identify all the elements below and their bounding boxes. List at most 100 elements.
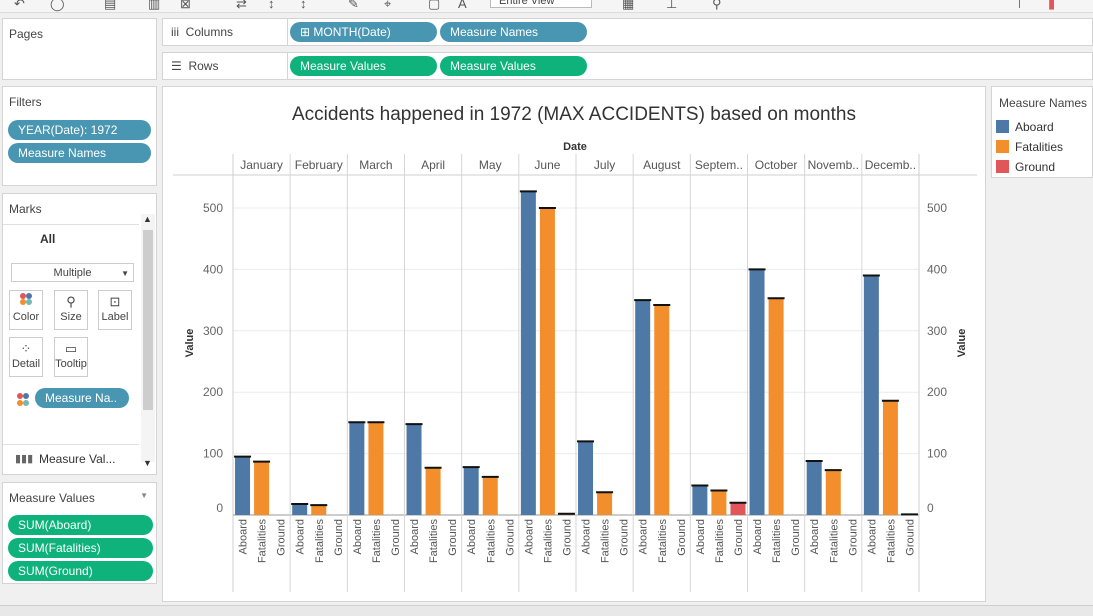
tooltip-icon[interactable]: ⊺ [1016, 0, 1023, 11]
columns-pill-measure-names[interactable]: Measure Names [440, 22, 587, 42]
size-icon: ⚲ [66, 294, 76, 309]
marks-title: Marks [9, 202, 42, 216]
filter-pill-measure-names[interactable]: Measure Names [8, 143, 151, 163]
month-header-label: Septem.. [695, 158, 743, 172]
size-button[interactable]: ⚲ Size [54, 290, 88, 330]
expand-icon: ⊞ [300, 25, 311, 39]
tooltip-icon: ▭ [64, 341, 78, 356]
x-sub-label: Fatalities [542, 519, 554, 564]
bar-chart: Accidents happened in 1972 (MAX ACCIDENT… [173, 104, 977, 592]
bar-aboard [578, 441, 594, 515]
month-header-label: August [643, 158, 681, 172]
x-sub-label: Aboard [409, 519, 421, 554]
y-tick-label-left: 300 [203, 324, 223, 338]
labels-icon[interactable]: ▢ [428, 0, 441, 11]
x-sub-label: Aboard [752, 519, 764, 554]
chevron-down-icon[interactable]: ▼ [140, 491, 148, 500]
month-header-label: March [359, 158, 392, 172]
filter-pill-year[interactable]: YEAR(Date): 1972 [8, 120, 151, 140]
scroll-down-icon[interactable]: ▼ [143, 458, 152, 468]
rows-pill-measure-values-1[interactable]: Measure Values [290, 56, 437, 76]
x-sub-label: Aboard [866, 519, 878, 554]
x-sub-label: Fatalities [828, 519, 840, 564]
pages-card[interactable]: Pages [2, 18, 157, 80]
legend-item-aboard[interactable]: Aboard [996, 120, 1054, 134]
marks-all-label[interactable]: All [40, 232, 56, 246]
x-sub-label: Aboard [581, 519, 593, 554]
x-sub-label: Fatalities [257, 519, 269, 564]
pin-icon[interactable]: ⌖ [384, 0, 392, 11]
x-sub-label: Ground [561, 519, 573, 556]
bar-aboard [863, 275, 879, 515]
share-icon[interactable]: ⚲ [712, 0, 722, 11]
columns-pill-month[interactable]: ⊞ MONTH(Date) [290, 22, 437, 42]
swap-icon[interactable]: ⇄ [236, 0, 247, 11]
y-tick-label-right: 200 [927, 385, 947, 399]
detail-button[interactable]: ⁘ Detail [9, 337, 43, 377]
measure-values-title: Measure Values [9, 491, 95, 505]
y-tick-label-right: 500 [927, 201, 947, 215]
color-measure-names-pill[interactable]: Measure Na.. [35, 388, 129, 408]
month-header-label: February [295, 158, 343, 172]
scroll-thumb[interactable] [143, 230, 153, 410]
marks-scrollbar[interactable]: ▲ [141, 214, 155, 462]
y-tick-label-right: 300 [927, 324, 947, 338]
x-sub-label: Ground [676, 519, 688, 556]
label-button[interactable]: ⊡ Label [98, 290, 132, 330]
measure-values-marks-row[interactable]: Measure Val... [39, 452, 116, 466]
x-sub-label: Aboard [638, 519, 650, 554]
rows-shelf[interactable]: ☰ Rows Measure Values Measure Values [162, 52, 1093, 80]
bar-aboard [806, 460, 822, 515]
legend-item-ground[interactable]: Ground [996, 160, 1055, 174]
color-icon [10, 291, 42, 311]
month-header-label: June [534, 158, 560, 172]
x-sub-label: Fatalities [600, 519, 612, 564]
bar-fatalities [768, 298, 784, 515]
rows-shelf-label: ☰ Rows [171, 59, 219, 73]
x-sub-label: Ground [447, 519, 459, 556]
chart-title: Accidents happened in 1972 (MAX ACCIDENT… [292, 104, 856, 125]
clear-sheet-icon[interactable]: ⊠ [180, 0, 191, 11]
x-sub-label: Ground [733, 519, 745, 556]
y-tick-label-left: 100 [203, 447, 223, 461]
x-sub-label: Fatalities [485, 519, 497, 564]
bar-fatalities [425, 467, 441, 515]
x-sub-label: Aboard [523, 519, 535, 554]
sort-descending-icon[interactable]: ↕ [300, 0, 307, 11]
show-me-panel-icon[interactable]: ▮ [1048, 0, 1056, 11]
sheet-tabs-bar[interactable] [0, 605, 1093, 616]
presentation-icon[interactable]: ▦ [622, 0, 635, 11]
bar-fatalities [311, 505, 327, 515]
bar-aboard [635, 300, 651, 515]
x-sub-label: Ground [333, 519, 345, 556]
columns-shelf[interactable]: iii Columns ⊞ MONTH(Date) Measure Names [162, 18, 1093, 46]
scroll-up-icon[interactable]: ▲ [143, 214, 152, 224]
x-sub-label: Fatalities [657, 519, 669, 564]
measure-values-card: Measure Values ▼ SUM(Aboard) SUM(Fatalit… [2, 482, 157, 584]
bar-fatalities [654, 305, 670, 515]
month-header-label: Novemb.. [808, 158, 859, 172]
undo-icon[interactable]: ↶ [14, 0, 25, 11]
bar-fatalities [368, 422, 384, 515]
legend-item-fatalities[interactable]: Fatalities [996, 140, 1063, 154]
bar-ground [730, 502, 746, 515]
show-me-icon[interactable]: ⊥ [666, 0, 678, 11]
duplicate-icon[interactable]: ▥ [148, 0, 161, 11]
legend-swatch [996, 120, 1009, 133]
redo-icon[interactable]: ◯ [50, 0, 65, 11]
color-button[interactable]: Color [9, 290, 43, 330]
tooltip-button[interactable]: ▭ Tooltip [54, 337, 88, 377]
sort-ascending-icon[interactable]: ↕ [268, 0, 275, 11]
mark-type-dropdown[interactable]: Multiple ▼ [11, 263, 134, 282]
rows-pill-measure-values-2[interactable]: Measure Values [440, 56, 587, 76]
measure-pill-aboard[interactable]: SUM(Aboard) [8, 515, 153, 535]
fit-select[interactable]: Entire View [490, 0, 592, 8]
y-tick-label-right: 100 [927, 447, 947, 461]
new-sheet-icon[interactable]: ▤ [104, 0, 117, 11]
measure-pill-fatalities[interactable]: SUM(Fatalities) [8, 538, 153, 558]
y-tick-label-left: 400 [203, 262, 223, 276]
format-icon[interactable]: A [458, 0, 467, 11]
month-header-label: January [240, 158, 283, 172]
measure-pill-ground[interactable]: SUM(Ground) [8, 561, 153, 581]
highlight-icon[interactable]: ✎ [348, 0, 359, 11]
